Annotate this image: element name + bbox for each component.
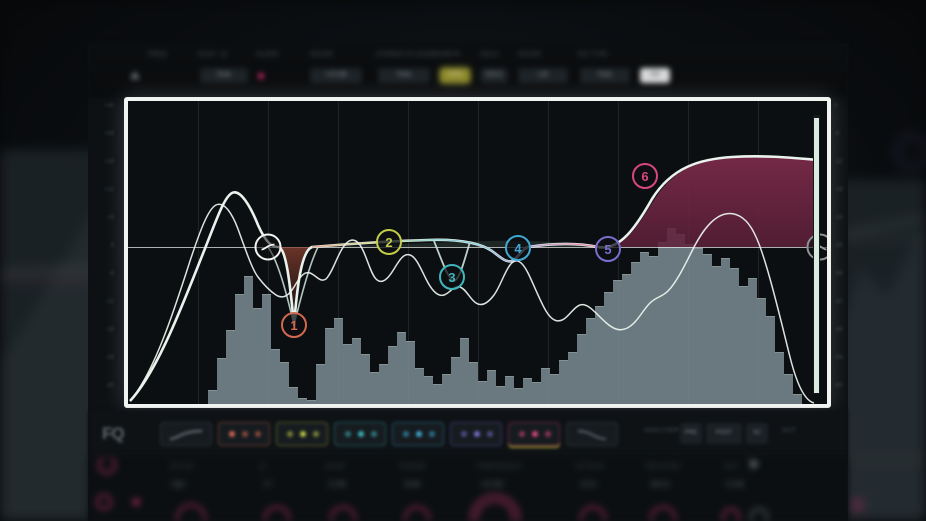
p2-value-q[interactable]: 0.7 — [264, 482, 273, 488]
toolbar-label-shape2: SHAPE — [518, 52, 542, 58]
grid-line — [478, 101, 479, 404]
band-button-5[interactable] — [450, 422, 502, 446]
freq-value-pill[interactable]: Peak — [200, 68, 248, 83]
channel-value-pill[interactable]: Left — [518, 68, 568, 83]
out-knob[interactable] — [722, 508, 740, 521]
band-marker-1[interactable]: 1 — [281, 312, 307, 338]
toolbar-label-gainq: GAIN / Q — [198, 52, 228, 58]
p2-value-threshold[interactable]: -24.0 dB — [480, 482, 503, 488]
db-scale-left: +30 +24 +18 +12 +6 0 -6 -12 -18 -24 -30 — [103, 103, 114, 389]
plugin-logo: FQ — [102, 424, 125, 443]
band-button-6[interactable] — [508, 422, 560, 446]
eq-display[interactable]: 1 2 3 4 5 6 — [128, 101, 827, 404]
analyzer-label: ANALYZER — [644, 428, 680, 434]
eq-curve-button[interactable] — [160, 422, 212, 446]
p2-label-range: RANGE — [400, 464, 427, 470]
range-knob[interactable] — [404, 506, 430, 521]
p2-value-attack[interactable]: 12 ms — [580, 482, 597, 488]
slope-value-pill[interactable]: +3.6 dB — [310, 68, 362, 83]
meter-arrow-icon — [131, 497, 139, 507]
analyzer-sc-button[interactable]: SC — [746, 423, 768, 444]
p2-label-attack: ATTACK — [576, 464, 605, 470]
band-number: 1 — [290, 317, 298, 333]
curve-icon — [169, 430, 203, 440]
band-button-3[interactable] — [334, 422, 386, 446]
enable-toggle-pill[interactable]: ON — [640, 68, 670, 83]
band-marker-6[interactable]: 6 — [632, 163, 658, 189]
band-number: 5 — [604, 241, 612, 257]
p2-label-style: STYLE — [170, 464, 195, 470]
preset-knob[interactable] — [96, 494, 112, 510]
p2-label-q: Q — [260, 464, 266, 470]
toolbar-label-stereo: STEREO PLACEMENT — [376, 52, 449, 58]
band-button-2[interactable] — [276, 422, 328, 446]
grid-line — [548, 101, 549, 404]
grid-line — [198, 101, 199, 404]
band-marker-3[interactable]: 3 — [439, 264, 465, 290]
db-scale-right: 0 -6 -12 -18 -24 -30 -36 -42 -48 -54 -60 — [834, 103, 843, 389]
zero-db-line — [128, 247, 827, 248]
band-strip-toolbar[interactable]: FQ — [88, 410, 848, 458]
eq-display-frame[interactable]: 1 2 3 4 5 6 — [124, 97, 831, 408]
toolbar-label-eqtype: EQ TYPE — [578, 52, 609, 58]
top-toolbar[interactable]: FREQ GAIN / Q SLOPE SHAPE STEREO PLACEME… — [88, 44, 848, 97]
p2-value-release[interactable]: 180 ms — [650, 482, 670, 488]
mix-knob[interactable] — [750, 508, 768, 521]
band-marker-4[interactable]: 4 — [505, 235, 531, 261]
high-pass-handle[interactable] — [254, 233, 282, 261]
toolbar-label-solo: SOLO — [480, 52, 500, 58]
band-number: 2 — [385, 234, 393, 250]
band-number: 6 — [641, 168, 649, 184]
out-label: OUT — [782, 428, 797, 434]
add-band-button[interactable] — [566, 422, 618, 446]
p2-value-gain[interactable]: 0.0 dB — [328, 482, 346, 488]
band-marker-2[interactable]: 2 — [376, 229, 402, 255]
speaker-icon-2 — [751, 459, 759, 469]
output-level-meter[interactable] — [813, 115, 820, 394]
p2-label-release: RELEASE — [646, 464, 681, 470]
eq-curves — [128, 101, 827, 404]
p2-value-range[interactable]: 18 dB — [404, 482, 420, 488]
p2-label-gain: GAIN — [326, 464, 345, 470]
proq-plugin-window: FREQ GAIN / Q SLOPE SHAPE STEREO PLACEME… — [88, 44, 848, 521]
grid-line — [758, 101, 759, 404]
p2-label-threshold: THRESHOLD — [476, 464, 523, 470]
speaker-icon[interactable] — [130, 71, 140, 79]
analyzer-post-button[interactable]: POST — [706, 423, 742, 444]
grid-line — [408, 101, 409, 404]
eqtype-value-pill[interactable]: Peak — [580, 68, 630, 83]
band-button-4[interactable] — [392, 422, 444, 446]
dyn-indicator-dot[interactable] — [258, 73, 264, 79]
gain-knob[interactable] — [330, 506, 356, 521]
p2-value-style[interactable]: Opto — [172, 482, 186, 488]
p2-value-out[interactable]: 0.0 dB — [726, 482, 744, 488]
shape-value-pill[interactable]: Peak — [378, 68, 430, 83]
q-knob[interactable] — [264, 506, 290, 521]
band-button-1[interactable] — [218, 422, 270, 446]
analyzer-pre-button[interactable]: PRE — [680, 423, 702, 444]
style-knob[interactable] — [176, 504, 206, 521]
toolbar-label-shape: SHAPE — [310, 52, 334, 58]
band-number: 3 — [448, 269, 456, 285]
spectrum-analyzer — [128, 101, 827, 404]
solo-toggle-pill[interactable]: SOLO — [480, 68, 508, 83]
toolbar-label-dyn: DYN — [446, 52, 461, 58]
power-knob[interactable] — [98, 458, 116, 474]
release-knob[interactable] — [650, 506, 676, 521]
band-marker-5[interactable]: 5 — [595, 236, 621, 262]
band-number: 4 — [514, 240, 522, 256]
slope-icon — [577, 430, 607, 440]
slope-up-icon — [261, 243, 275, 251]
toolbar-label-freq: FREQ — [148, 52, 168, 58]
toolbar-label-slope: SLOPE — [256, 52, 280, 58]
compressor-plugin-window[interactable]: STYLE Q GAIN RANGE THRESHOLD ATTACK RELE… — [88, 458, 848, 521]
meter-fill — [814, 118, 819, 393]
dyn-toggle-pill[interactable]: DYN — [440, 68, 470, 83]
attack-knob[interactable] — [580, 506, 606, 521]
p2-label-out: OUT — [724, 464, 740, 470]
grid-line — [338, 101, 339, 404]
